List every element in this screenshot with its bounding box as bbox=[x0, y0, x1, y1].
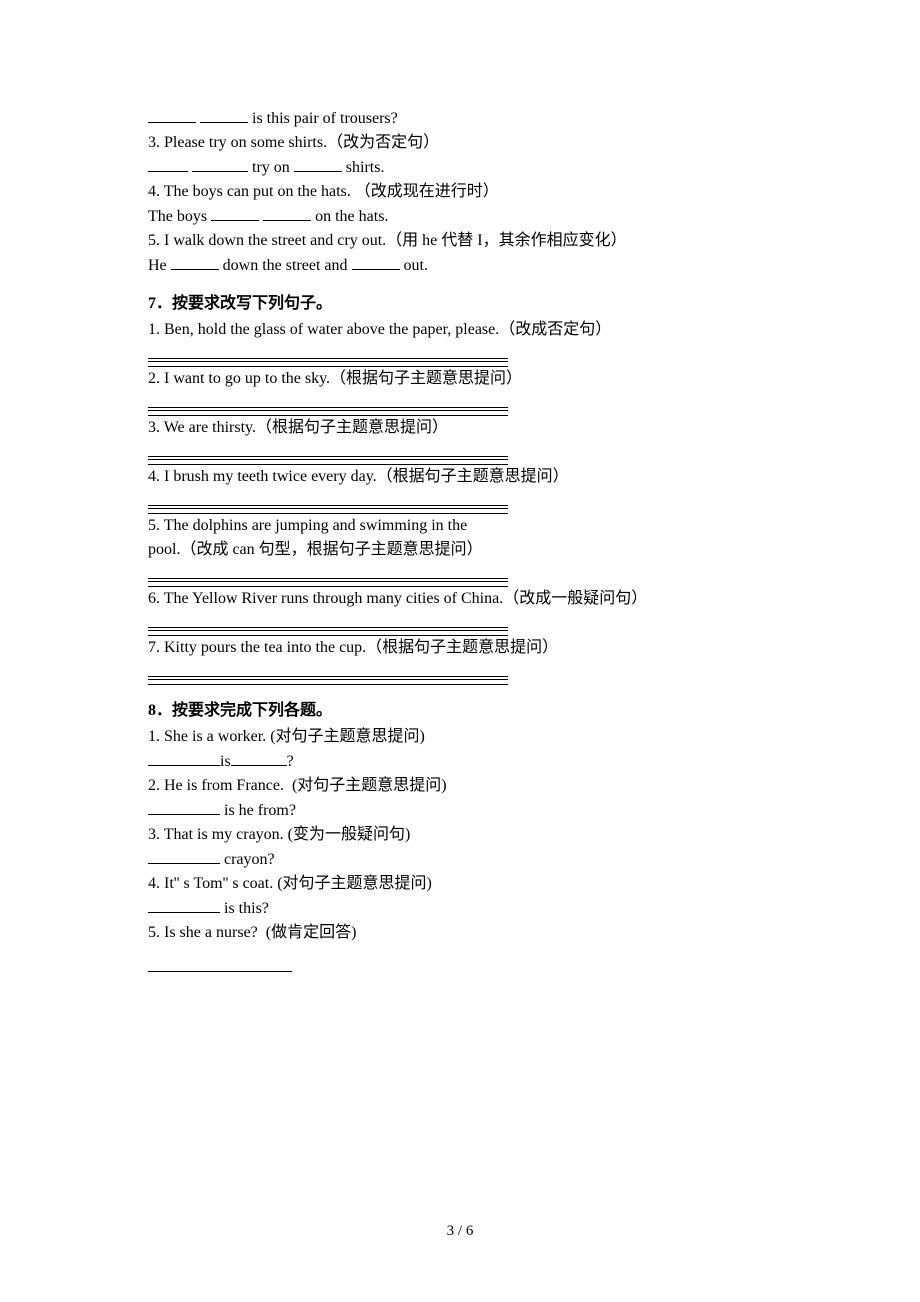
answer-line bbox=[148, 564, 508, 579]
answer-line bbox=[148, 579, 508, 582]
q8-2-prompt: 2. He is from France. (对句子主题意思提问) bbox=[148, 774, 772, 798]
answer-line bbox=[148, 506, 508, 509]
answer-line bbox=[148, 359, 508, 362]
q6-3-blank: try on shirts. bbox=[148, 155, 772, 180]
q7-3-prompt: 3. We are thirsty.（根据句子主题意思提问） bbox=[148, 416, 772, 440]
section-8-title: 8．按要求完成下列各题。 bbox=[148, 699, 772, 723]
q6-4-prompt: 4. The boys can put on the hats. （改成现在进行… bbox=[148, 180, 772, 204]
q8-1-blank: is? bbox=[148, 749, 772, 774]
q8-2-blank: is he from? bbox=[148, 798, 772, 823]
q6-5-prompt: 5. I walk down the street and cry out.（用… bbox=[148, 229, 772, 253]
q7-7-prompt: 7. Kitty pours the tea into the cup.（根据句… bbox=[148, 636, 772, 660]
q6-2-blank: is this pair of trousers? bbox=[148, 106, 772, 131]
q8-5-blank bbox=[148, 955, 772, 980]
answer-line bbox=[148, 491, 508, 506]
answer-line bbox=[148, 442, 508, 457]
q7-1-prompt: 1. Ben, hold the glass of water above th… bbox=[148, 318, 772, 342]
q7-6-prompt: 6. The Yellow River runs through many ci… bbox=[148, 587, 772, 611]
q6-3-prompt: 3. Please try on some shirts.（改为否定句） bbox=[148, 131, 772, 155]
q7-5-prompt-b: pool.（改成 can 句型，根据句子主题意思提问） bbox=[148, 538, 772, 562]
q8-3-blank: crayon? bbox=[148, 847, 772, 872]
answer-line bbox=[148, 457, 508, 460]
answer-line bbox=[148, 662, 508, 677]
q6-4-blank: The boys on the hats. bbox=[148, 204, 772, 229]
q7-5-prompt-a: 5. The dolphins are jumping and swimming… bbox=[148, 514, 772, 538]
answer-line bbox=[148, 613, 508, 628]
section-7-title: 7．按要求改写下列句子。 bbox=[148, 292, 772, 316]
q6-5-blank: He down the street and out. bbox=[148, 253, 772, 278]
answer-line bbox=[148, 628, 508, 631]
page-number: 3 / 6 bbox=[0, 1220, 920, 1243]
worksheet-page: is this pair of trousers? 3. Please try … bbox=[0, 0, 920, 1302]
q7-4-prompt: 4. I brush my teeth twice every day.（根据句… bbox=[148, 465, 772, 489]
q8-4-blank: is this? bbox=[148, 896, 772, 921]
answer-line bbox=[148, 682, 508, 685]
q8-5-prompt: 5. Is she a nurse? (做肯定回答) bbox=[148, 921, 772, 945]
q8-3-prompt: 3. That is my crayon. (变为一般疑问句) bbox=[148, 823, 772, 847]
answer-line bbox=[148, 408, 508, 411]
answer-line bbox=[148, 393, 508, 408]
answer-line bbox=[148, 344, 508, 359]
q8-1-prompt: 1. She is a worker. (对句子主题意思提问) bbox=[148, 725, 772, 749]
q7-2-prompt: 2. I want to go up to the sky.（根据句子主题意思提… bbox=[148, 367, 772, 391]
q8-4-prompt: 4. It'' s Tom'' s coat. (对句子主题意思提问) bbox=[148, 872, 772, 896]
answer-line bbox=[148, 677, 508, 680]
